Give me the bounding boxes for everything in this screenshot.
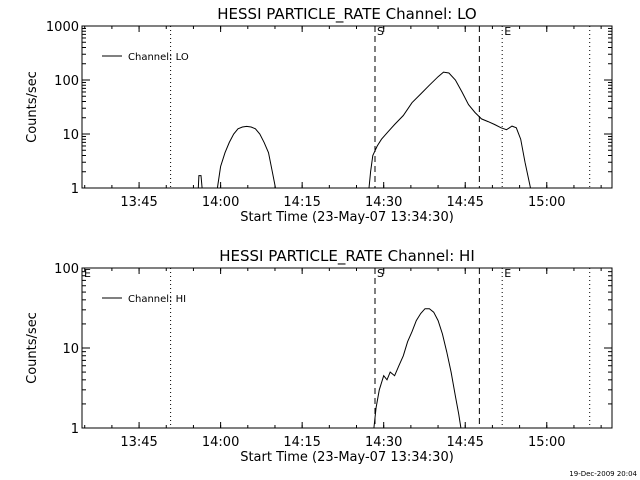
hi-channel-panel: HESSI PARTICLE_RATE Channel: HI 13:45 14:0…: [25, 247, 613, 465]
series-line-segment: [197, 175, 203, 189]
marker-label: E: [84, 267, 91, 280]
series-line-segment: [368, 71, 531, 189]
y-tick-label: 100: [54, 262, 79, 277]
x-tick-label: 14:45: [446, 195, 483, 210]
x-tick-label: 14:45: [446, 435, 483, 450]
chart-title: HESSI PARTICLE_RATE Channel: HI: [219, 247, 475, 266]
y-tick-label: 1000: [46, 20, 79, 35]
y-tick-label: 1: [71, 182, 79, 197]
series-line-segment: [216, 125, 276, 189]
marker-label: E: [504, 267, 511, 280]
marker-label: S: [377, 267, 384, 280]
marker-label: E: [504, 25, 511, 38]
x-tick-label: 13:45: [120, 435, 157, 450]
x-tick-label: 14:00: [202, 435, 239, 450]
x-tick-label: 14:00: [202, 195, 239, 210]
x-axis-label: Start Time (23-May-07 13:34:30): [240, 450, 454, 465]
y-axis-label: Counts/sec: [25, 312, 40, 384]
y-tick-label: 1: [71, 422, 79, 437]
y-tick-label: 100: [54, 74, 79, 89]
series-line-segment: [373, 308, 462, 429]
y-tick-label: 10: [62, 342, 79, 357]
y-tick-label: 10: [62, 128, 79, 143]
chart-title: HESSI PARTICLE_RATE Channel: LO: [217, 5, 476, 24]
footer-timestamp: 19-Dec-2009 20:04: [569, 470, 637, 478]
legend-label: Channel: LO: [128, 52, 189, 63]
legend-label: Channel: HI: [128, 294, 186, 305]
plot-frame: [81, 267, 613, 429]
x-tick-label: 13:45: [120, 195, 157, 210]
x-tick-label: 15:00: [528, 195, 565, 210]
x-tick-label: 14:30: [365, 435, 402, 450]
plot-frame: [81, 25, 613, 189]
x-tick-label: 14:30: [365, 195, 402, 210]
x-tick-label: 14:15: [283, 195, 320, 210]
marker-label: S: [377, 25, 384, 38]
x-axis-label: Start Time (23-May-07 13:34:30): [240, 210, 454, 225]
x-tick-label: 14:15: [283, 435, 320, 450]
x-tick-label: 15:00: [528, 435, 565, 450]
lo-channel-panel: HESSI PARTICLE_RATE Channel: LO 13:45 14:0…: [25, 5, 613, 225]
y-axis-label: Counts/sec: [25, 71, 40, 143]
